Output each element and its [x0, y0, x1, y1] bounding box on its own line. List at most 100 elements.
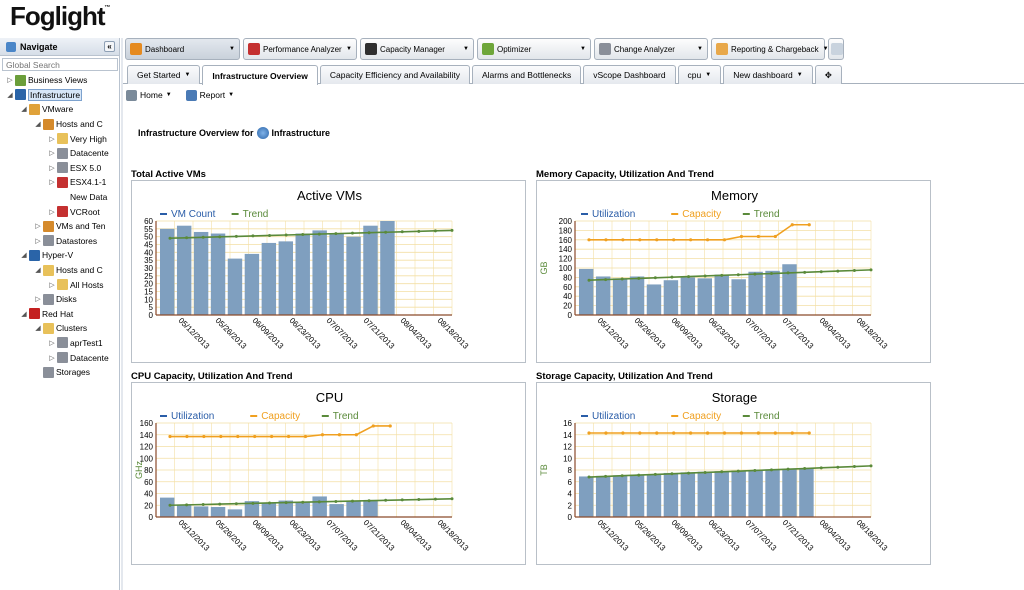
module-tab-change-analyzer[interactable]: Change Analyzer ▼ — [594, 38, 708, 60]
tree-item-aprtest1[interactable]: ▷ aprTest1 — [0, 336, 119, 351]
bar[interactable] — [295, 502, 310, 517]
bar[interactable] — [363, 225, 378, 315]
tree-item-datacente[interactable]: ▷ Datacente — [0, 350, 119, 365]
bar[interactable] — [210, 233, 226, 315]
bar[interactable] — [227, 258, 243, 315]
bar[interactable] — [595, 276, 611, 315]
bar[interactable] — [261, 242, 277, 315]
tree-item-new-data[interactable]: New Data — [0, 190, 119, 205]
bar[interactable] — [714, 274, 729, 315]
bar[interactable] — [714, 471, 729, 517]
collapsed-arrow-icon[interactable]: ▷ — [49, 339, 55, 347]
bar[interactable] — [193, 231, 209, 315]
collapsed-arrow-icon[interactable]: ▷ — [49, 135, 55, 143]
bar[interactable] — [748, 271, 763, 315]
bar[interactable] — [312, 230, 327, 315]
legend-entry[interactable]: Trend — [754, 411, 780, 422]
tree-item-hosts-and-c[interactable]: ◢ Hosts and C — [0, 117, 119, 132]
bar[interactable] — [731, 470, 746, 517]
collapse-button[interactable]: « — [104, 41, 115, 52]
bar[interactable] — [595, 475, 611, 517]
expanded-arrow-icon[interactable]: ◢ — [35, 267, 41, 275]
legend-entry[interactable]: VM Count — [171, 209, 216, 220]
bar[interactable] — [363, 499, 378, 517]
module-tab-dashboard[interactable]: Dashboard ▼ — [125, 38, 240, 60]
chevron-down-icon[interactable]: ▼ — [229, 46, 235, 52]
tree-item-hyper-v[interactable]: ◢ Hyper-V — [0, 248, 119, 263]
bar[interactable] — [680, 472, 696, 517]
tree-item-hosts-and-c[interactable]: ◢ Hosts and C — [0, 263, 119, 278]
tree-item-all-hosts[interactable]: ▷ All Hosts — [0, 277, 119, 292]
bar[interactable] — [799, 468, 814, 517]
chevron-down-icon[interactable]: ▼ — [463, 46, 469, 52]
collapsed-arrow-icon[interactable]: ▷ — [49, 281, 55, 289]
tree-item-storages[interactable]: Storages — [0, 365, 119, 380]
tab-cpu[interactable]: cpu ▼ — [677, 65, 722, 84]
bar[interactable] — [697, 278, 713, 315]
legend-entry[interactable]: Trend — [333, 411, 359, 422]
tab-new-dashboard[interactable]: New dashboard ▼ — [723, 65, 813, 84]
bar[interactable] — [261, 503, 277, 517]
bar[interactable] — [160, 497, 175, 517]
bar[interactable] — [612, 278, 628, 315]
legend-entry[interactable]: Utilization — [171, 411, 214, 422]
chevron-down-icon[interactable]: ▼ — [697, 46, 703, 52]
collapsed-arrow-icon[interactable]: ▷ — [35, 296, 41, 304]
expanded-arrow-icon[interactable]: ◢ — [35, 121, 41, 129]
tab-vscope-dashboard[interactable]: vScope Dashboard — [583, 65, 676, 84]
tree-item-vcroot[interactable]: ▷ VCRoot — [0, 204, 119, 219]
bar[interactable] — [329, 504, 344, 517]
legend-entry[interactable]: Utilization — [592, 209, 635, 220]
collapsed-arrow-icon[interactable]: ▷ — [35, 237, 41, 245]
tree-item-infrastructure[interactable]: ◢ Infrastructure — [0, 88, 119, 103]
tree-item-disks[interactable]: ▷ Disks — [0, 292, 119, 307]
tree-item-datacente[interactable]: ▷ Datacente — [0, 146, 119, 161]
tab-capacity-efficiency-and-availability[interactable]: Capacity Efficiency and Availability — [319, 65, 470, 84]
bar[interactable] — [765, 270, 780, 315]
bar[interactable] — [663, 280, 679, 315]
bar[interactable] — [579, 268, 594, 315]
tree-item-datastores[interactable]: ▷ Datastores — [0, 234, 119, 249]
bar[interactable] — [612, 475, 628, 517]
bar[interactable] — [176, 505, 192, 517]
module-tab-reporting-chargeback[interactable]: Reporting & Chargeback ▼ — [711, 38, 829, 60]
collapsed-arrow-icon[interactable]: ▷ — [49, 179, 55, 187]
chevron-down-icon[interactable]: ▼ — [822, 46, 829, 52]
tab-alarms-and-bottlenecks[interactable]: Alarms and Bottlenecks — [471, 65, 582, 84]
bar[interactable] — [646, 474, 662, 517]
bar[interactable] — [160, 228, 175, 315]
bar[interactable] — [731, 279, 746, 315]
collapsed-arrow-icon[interactable]: ▷ — [49, 208, 55, 216]
overview-target[interactable]: Infrastructure — [271, 128, 331, 138]
tree-item-vmware[interactable]: ◢ VMware — [0, 102, 119, 117]
expanded-arrow-icon[interactable]: ◢ — [21, 252, 27, 260]
expanded-arrow-icon[interactable]: ◢ — [21, 310, 27, 318]
bar[interactable] — [193, 506, 209, 517]
bar[interactable] — [210, 507, 226, 517]
tab-get-started[interactable]: Get Started ▼ — [127, 65, 201, 84]
tab-infrastructure-overview[interactable]: Infrastructure Overview — [202, 65, 318, 85]
open-window-button[interactable] — [828, 38, 844, 60]
legend-entry[interactable]: Trend — [243, 209, 269, 220]
bar[interactable] — [278, 500, 294, 517]
module-tab-capacity-manager[interactable]: Capacity Manager ▼ — [360, 38, 474, 60]
tree-item-vms-and-ten[interactable]: ▷ VMs and Ten — [0, 219, 119, 234]
bar[interactable] — [346, 500, 361, 517]
bar[interactable] — [295, 233, 310, 315]
chevron-down-icon[interactable]: ▼ — [346, 46, 352, 52]
legend-entry[interactable]: Capacity — [682, 209, 721, 220]
global-search-input[interactable] — [2, 58, 118, 71]
module-tab-optimizer[interactable]: Optimizer ▼ — [477, 38, 591, 60]
bar[interactable] — [244, 501, 260, 517]
bar[interactable] — [176, 225, 192, 315]
tree-item-business-views[interactable]: ▷ Business Views — [0, 73, 119, 88]
bar[interactable] — [646, 284, 662, 315]
collapsed-arrow-icon[interactable]: ▷ — [49, 164, 55, 172]
bar[interactable] — [244, 253, 260, 315]
bar[interactable] — [663, 472, 679, 517]
bar[interactable] — [312, 496, 327, 517]
legend-entry[interactable]: Utilization — [592, 411, 635, 422]
bar[interactable] — [782, 468, 797, 517]
tree-item-clusters[interactable]: ◢ Clusters — [0, 321, 119, 336]
expanded-arrow-icon[interactable]: ◢ — [35, 325, 41, 333]
